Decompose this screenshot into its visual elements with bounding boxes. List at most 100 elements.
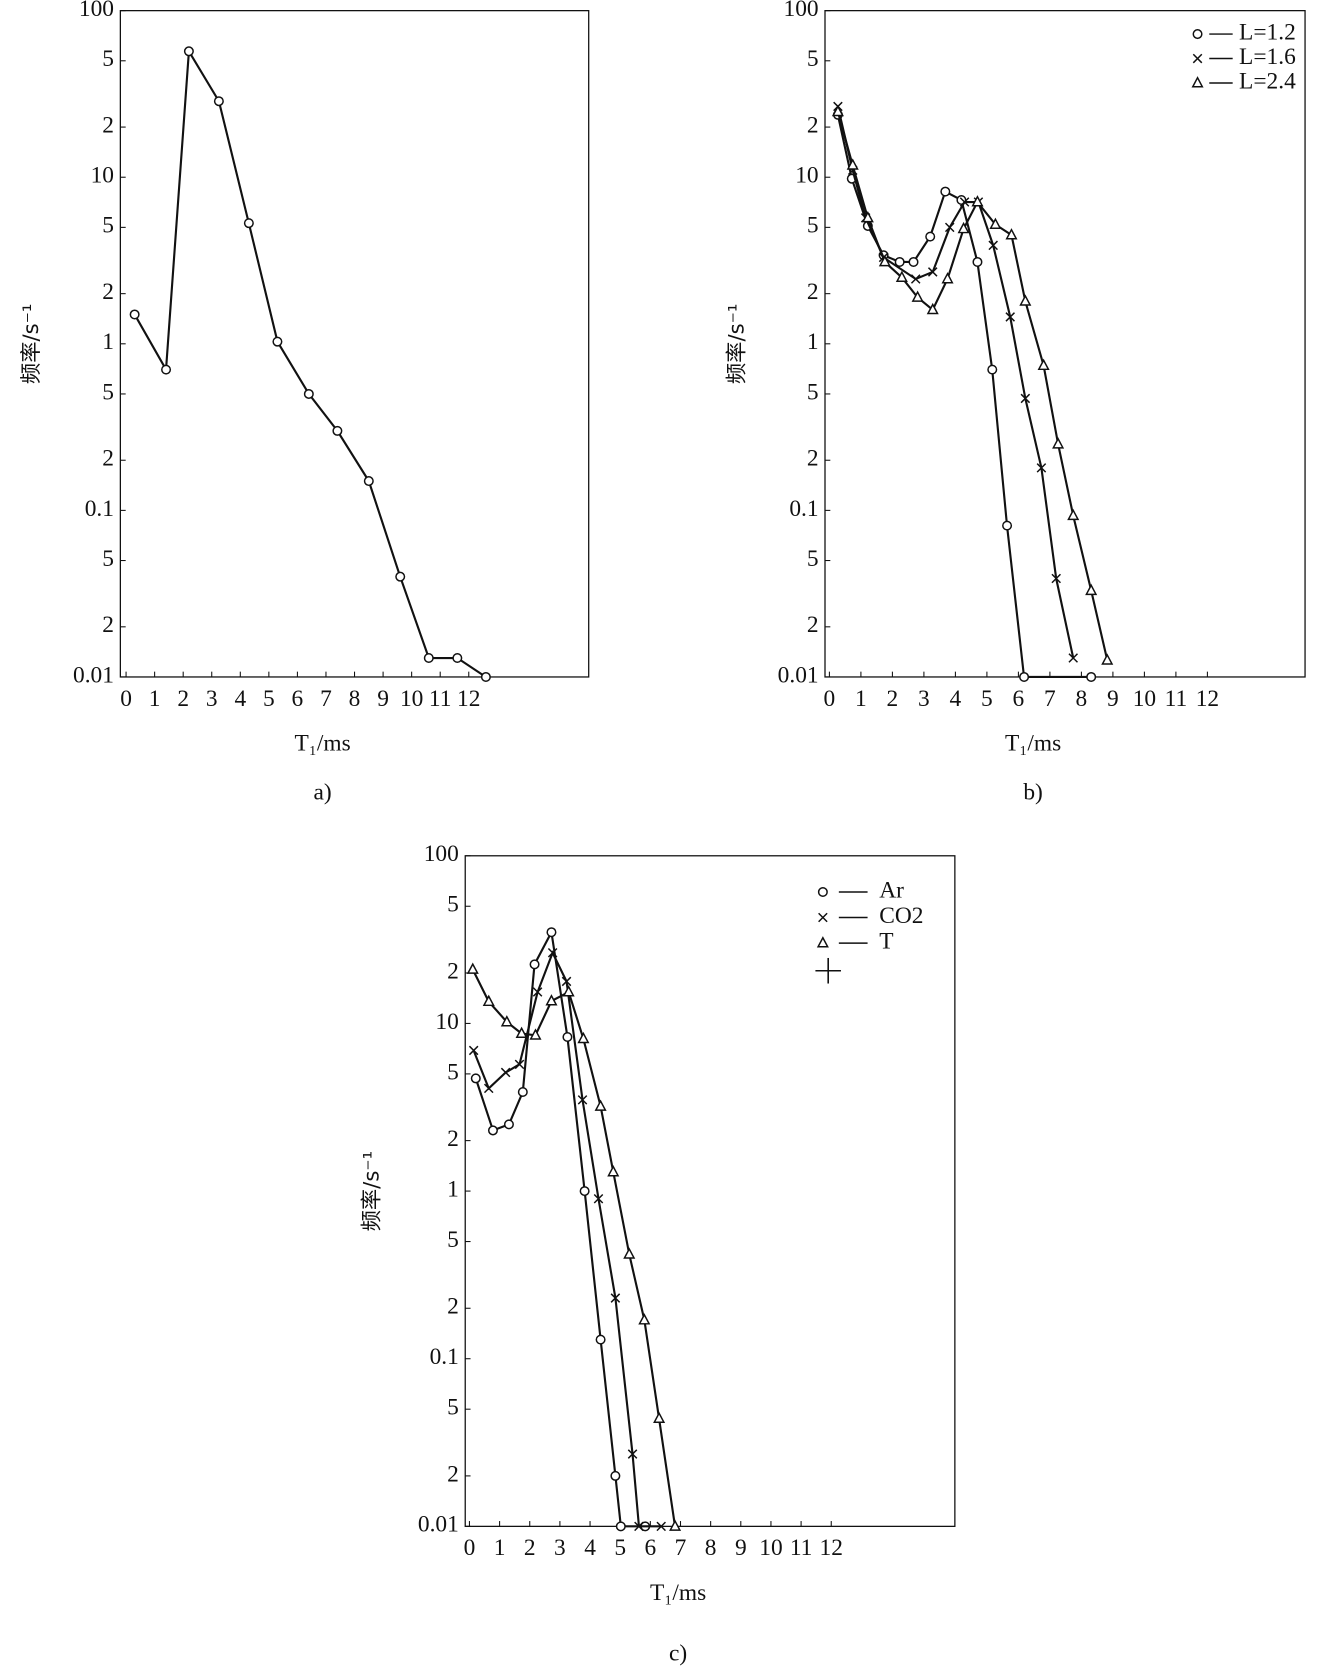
x-tick-label: 6 — [1013, 686, 1025, 712]
x-tick-label: 10 — [759, 1535, 782, 1561]
point — [483, 1083, 494, 1094]
point — [987, 364, 998, 375]
point — [1067, 508, 1080, 521]
x-tick-label: 1 — [855, 686, 867, 712]
y-tick-label: 100 — [424, 841, 459, 867]
caption: a) — [314, 779, 332, 805]
y-axis-label: 频率/s⁻¹ — [360, 1151, 385, 1232]
point — [894, 256, 905, 267]
point — [545, 994, 558, 1006]
legend-item: L=2.4 — [1191, 68, 1296, 94]
legend-marker — [1191, 76, 1204, 88]
y-tick-label: 0.1 — [85, 496, 114, 522]
point — [547, 947, 558, 958]
y-axis-label: 频率/s⁻¹ — [19, 304, 44, 385]
point — [669, 1519, 682, 1531]
point — [1036, 463, 1047, 473]
x-tick-label: 4 — [950, 686, 962, 712]
y-tick-label: 5 — [447, 1395, 459, 1421]
x-tick-label: 9 — [1107, 686, 1119, 712]
point — [610, 1293, 621, 1303]
x-tick-label: 8 — [349, 686, 361, 712]
x-tick-label: 7 — [320, 686, 332, 712]
point — [988, 240, 998, 251]
series-line — [836, 111, 1109, 661]
point — [927, 267, 938, 277]
x-tick-label: 4 — [584, 1535, 596, 1561]
y-tick-label: 5 — [807, 379, 819, 405]
y-tick-label: 0.1 — [430, 1344, 459, 1370]
point — [577, 1095, 588, 1105]
point — [1020, 393, 1031, 404]
y-tick-label: 5 — [102, 213, 114, 239]
x-tick-label: 9 — [735, 1535, 747, 1561]
point — [1019, 671, 1030, 682]
x-tick-label: 3 — [918, 686, 930, 712]
y-tick-label: 0.01 — [418, 1512, 459, 1538]
y-tick-label: 2 — [447, 1126, 459, 1152]
point — [925, 231, 936, 242]
point — [332, 425, 343, 436]
point — [910, 274, 921, 284]
y-tick-label: 5 — [102, 46, 114, 72]
point — [607, 1165, 620, 1177]
point — [940, 186, 951, 197]
point — [656, 1521, 666, 1532]
x-tick-label: 12 — [820, 1535, 843, 1561]
y-tick-label: 2 — [102, 446, 114, 472]
point — [1002, 520, 1013, 531]
legend-label: L=1.2 — [1239, 19, 1296, 45]
point — [1101, 653, 1114, 665]
x-tick-label: 11 — [429, 686, 452, 712]
x-tick-label: 8 — [1076, 686, 1088, 712]
point — [561, 976, 572, 987]
point — [595, 1334, 606, 1345]
point — [944, 222, 955, 233]
point — [957, 221, 970, 234]
y-tick-label: 0.1 — [789, 496, 818, 522]
y-tick-label: 2 — [807, 112, 819, 138]
point — [971, 195, 984, 207]
x-tick-label: 2 — [887, 686, 899, 712]
y-tick-label: 1 — [447, 1176, 459, 1202]
y-tick-label: 2 — [447, 958, 459, 984]
point — [638, 1313, 651, 1325]
series-line — [836, 106, 1075, 659]
point — [468, 1045, 479, 1056]
point — [959, 197, 970, 207]
x-tick-label: 5 — [981, 686, 993, 712]
y-tick-label: 2 — [447, 1294, 459, 1320]
x-axis-label: T₁/ms — [294, 730, 350, 756]
point — [303, 388, 314, 399]
x-tick-label: 5 — [263, 686, 275, 712]
point — [532, 987, 543, 997]
legend-item: L=1.2 — [1192, 19, 1296, 45]
point — [579, 1186, 590, 1197]
point — [466, 962, 479, 974]
point — [1019, 294, 1032, 306]
point — [610, 1470, 621, 1481]
x-tick-label: 10 — [1133, 686, 1156, 712]
point — [243, 218, 254, 229]
y-tick-label: 2 — [807, 612, 819, 638]
y-tick-label: 2 — [447, 1461, 459, 1487]
point — [562, 985, 575, 997]
y-tick-label: 5 — [807, 546, 819, 572]
y-tick-label: 1 — [102, 329, 114, 355]
point — [908, 256, 919, 267]
point — [593, 1193, 604, 1204]
x-tick-label: 0 — [120, 686, 132, 712]
point — [482, 994, 495, 1007]
point — [1086, 671, 1097, 682]
point — [831, 104, 844, 117]
point — [363, 476, 374, 487]
point — [500, 1015, 513, 1027]
point — [1068, 653, 1078, 663]
x-tick-label: 0 — [464, 1535, 476, 1561]
point — [500, 1067, 511, 1078]
point — [634, 1521, 644, 1532]
point — [515, 1026, 528, 1039]
